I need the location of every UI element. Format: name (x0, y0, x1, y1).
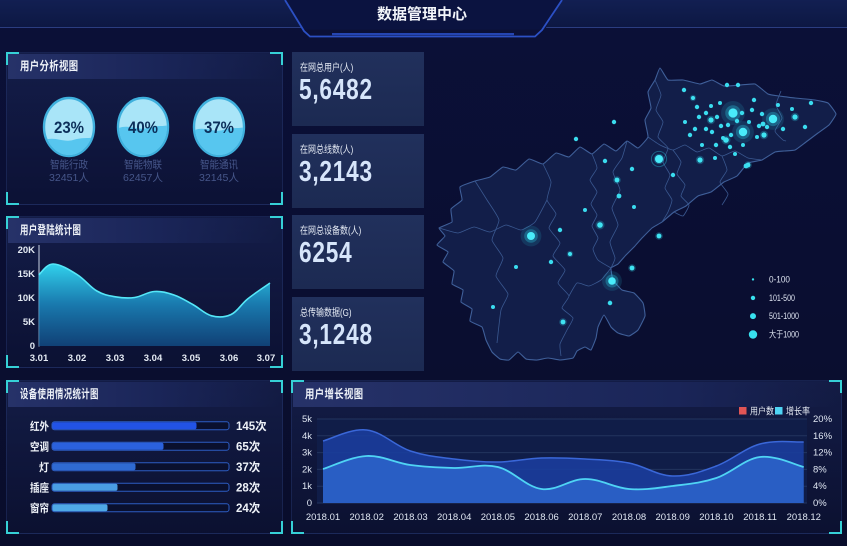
svg-text:2018.02: 2018.02 (350, 512, 384, 523)
svg-text:62457人: 62457人 (123, 172, 163, 184)
svg-text:10K: 10K (18, 293, 36, 304)
svg-text:32145人: 32145人 (199, 172, 239, 184)
svg-text:大于1000: 大于1000 (769, 329, 799, 340)
svg-text:28次: 28次 (236, 481, 261, 495)
svg-text:37%: 37% (204, 119, 234, 137)
svg-text:4k: 4k (302, 431, 312, 442)
svg-text:2018.01: 2018.01 (306, 512, 340, 523)
svg-text:增长率: 增长率 (786, 406, 810, 418)
svg-text:20K: 20K (18, 245, 36, 256)
svg-text:2018.05: 2018.05 (481, 512, 515, 523)
svg-text:智能通讯: 智能通讯 (200, 158, 238, 171)
svg-text:2018.04: 2018.04 (437, 512, 471, 523)
svg-text:3.01: 3.01 (30, 353, 49, 364)
svg-text:3.04: 3.04 (144, 353, 163, 364)
svg-text:智能物联: 智能物联 (124, 158, 162, 171)
svg-text:37次: 37次 (236, 460, 261, 474)
svg-text:2018.11: 2018.11 (743, 512, 777, 523)
svg-text:24次: 24次 (236, 501, 261, 515)
svg-text:用户数: 用户数 (750, 406, 774, 418)
svg-text:501-1000: 501-1000 (769, 311, 799, 321)
svg-text:0%: 0% (813, 498, 827, 509)
svg-text:2018.09: 2018.09 (656, 512, 690, 523)
svg-text:0-100: 0-100 (769, 274, 790, 284)
svg-text:3k: 3k (302, 448, 312, 459)
svg-text:窗帘: 窗帘 (30, 501, 49, 515)
svg-text:20%: 20% (813, 414, 833, 425)
svg-text:3.07: 3.07 (257, 353, 276, 364)
svg-text:2018.06: 2018.06 (524, 512, 558, 523)
svg-text:2018.10: 2018.10 (699, 512, 733, 523)
svg-text:3.02: 3.02 (68, 353, 87, 364)
svg-text:101-500: 101-500 (769, 293, 795, 303)
svg-text:红外: 红外 (30, 419, 49, 433)
svg-text:23%: 23% (54, 119, 84, 137)
svg-text:5k: 5k (302, 414, 312, 425)
svg-text:空调: 空调 (30, 440, 49, 454)
svg-text:16%: 16% (813, 431, 833, 442)
svg-text:1k: 1k (302, 481, 312, 492)
svg-text:15K: 15K (18, 269, 36, 280)
svg-text:2018.12: 2018.12 (787, 512, 821, 523)
svg-text:2018.08: 2018.08 (612, 512, 646, 523)
svg-text:2018.07: 2018.07 (568, 512, 602, 523)
svg-text:65次: 65次 (236, 440, 261, 454)
svg-text:8%: 8% (813, 464, 827, 475)
svg-text:12%: 12% (813, 448, 833, 459)
svg-text:2018.03: 2018.03 (393, 512, 427, 523)
svg-text:32451人: 32451人 (49, 172, 89, 184)
svg-text:0: 0 (307, 498, 312, 509)
svg-text:4%: 4% (813, 481, 827, 492)
svg-text:5K: 5K (23, 317, 35, 328)
svg-text:智能行政: 智能行政 (50, 158, 88, 171)
svg-text:0: 0 (30, 341, 35, 352)
svg-text:145次: 145次 (236, 419, 267, 433)
svg-text:3.03: 3.03 (106, 353, 125, 364)
svg-text:3.05: 3.05 (182, 353, 201, 364)
svg-text:40%: 40% (128, 119, 158, 137)
svg-text:3.06: 3.06 (220, 353, 239, 364)
svg-text:插座: 插座 (30, 481, 49, 495)
svg-text:灯: 灯 (39, 461, 49, 474)
svg-text:2k: 2k (302, 464, 312, 475)
